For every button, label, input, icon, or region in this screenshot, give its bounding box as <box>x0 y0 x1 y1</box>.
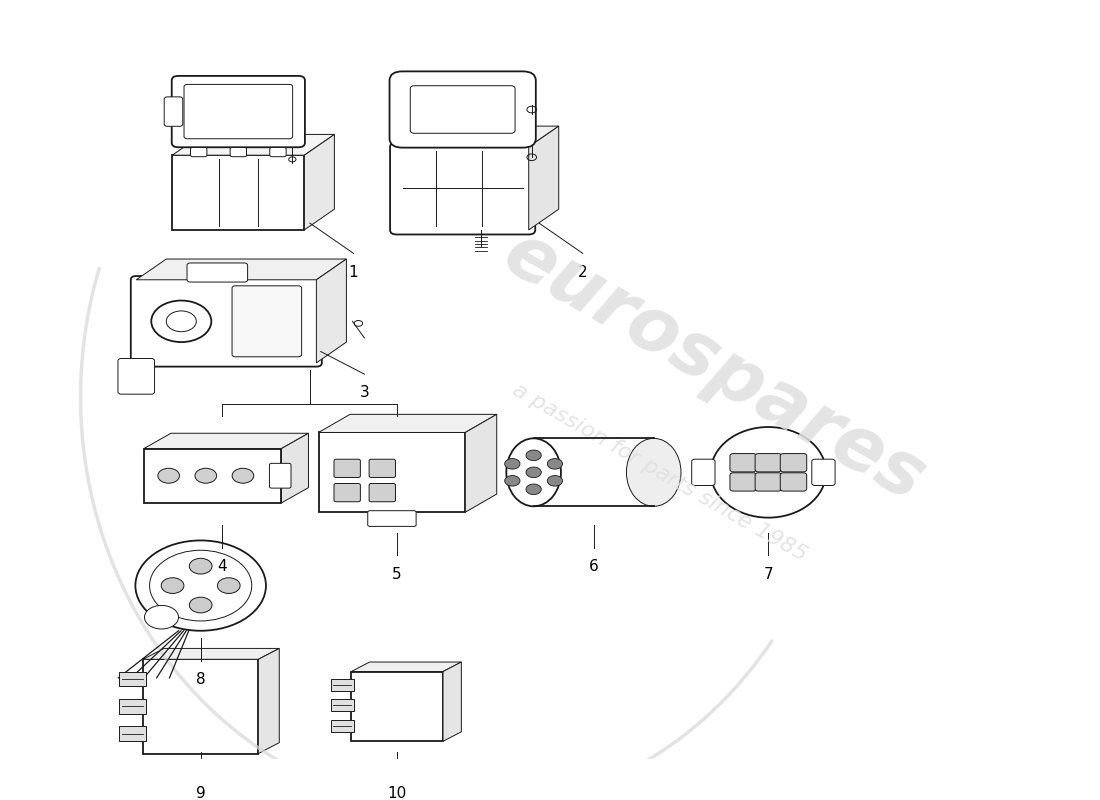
FancyBboxPatch shape <box>334 459 361 478</box>
Polygon shape <box>173 155 305 230</box>
FancyBboxPatch shape <box>131 276 322 366</box>
FancyBboxPatch shape <box>730 473 757 491</box>
Circle shape <box>135 541 266 630</box>
FancyBboxPatch shape <box>780 454 806 472</box>
Polygon shape <box>120 726 145 741</box>
Polygon shape <box>331 699 353 711</box>
Polygon shape <box>331 678 353 690</box>
Circle shape <box>548 475 562 486</box>
FancyBboxPatch shape <box>270 463 292 488</box>
Polygon shape <box>465 414 497 512</box>
FancyBboxPatch shape <box>164 97 183 126</box>
Ellipse shape <box>711 427 826 518</box>
FancyBboxPatch shape <box>232 286 301 357</box>
Text: a passion for parts since 1985: a passion for parts since 1985 <box>508 379 810 565</box>
Text: 7: 7 <box>763 566 773 582</box>
Text: 3: 3 <box>360 386 370 401</box>
Ellipse shape <box>626 438 681 506</box>
Circle shape <box>189 558 212 574</box>
Polygon shape <box>351 662 461 671</box>
Circle shape <box>232 468 254 483</box>
Text: 5: 5 <box>393 566 402 582</box>
Circle shape <box>526 467 541 478</box>
FancyBboxPatch shape <box>190 147 207 157</box>
FancyBboxPatch shape <box>230 147 246 157</box>
FancyBboxPatch shape <box>755 473 782 491</box>
FancyBboxPatch shape <box>172 76 305 147</box>
Text: 8: 8 <box>196 673 206 687</box>
Polygon shape <box>136 259 346 280</box>
Polygon shape <box>351 671 443 742</box>
Polygon shape <box>144 434 308 449</box>
FancyBboxPatch shape <box>410 86 515 134</box>
Circle shape <box>505 475 520 486</box>
Circle shape <box>162 578 184 594</box>
Circle shape <box>195 468 217 483</box>
Polygon shape <box>258 649 279 754</box>
FancyBboxPatch shape <box>390 142 536 234</box>
FancyBboxPatch shape <box>118 358 154 394</box>
Polygon shape <box>144 449 282 503</box>
Circle shape <box>505 458 520 469</box>
FancyBboxPatch shape <box>755 454 782 472</box>
Circle shape <box>526 484 541 494</box>
FancyBboxPatch shape <box>692 459 715 486</box>
Text: eurospares: eurospares <box>491 217 937 517</box>
FancyBboxPatch shape <box>730 454 757 472</box>
Polygon shape <box>305 134 334 230</box>
Text: 2: 2 <box>578 265 587 280</box>
Circle shape <box>526 450 541 461</box>
Text: 6: 6 <box>588 559 598 574</box>
Circle shape <box>189 597 212 613</box>
Text: 1: 1 <box>349 265 359 280</box>
Circle shape <box>144 606 178 629</box>
FancyBboxPatch shape <box>780 473 806 491</box>
Text: 4: 4 <box>218 559 228 574</box>
Polygon shape <box>173 134 334 155</box>
Polygon shape <box>317 259 346 363</box>
Polygon shape <box>143 649 279 659</box>
Circle shape <box>158 468 179 483</box>
Ellipse shape <box>506 438 561 506</box>
Polygon shape <box>282 434 308 503</box>
Polygon shape <box>443 662 461 742</box>
Polygon shape <box>331 720 353 732</box>
FancyBboxPatch shape <box>270 147 286 157</box>
FancyBboxPatch shape <box>370 459 396 478</box>
Polygon shape <box>120 672 145 686</box>
Polygon shape <box>143 659 258 754</box>
FancyBboxPatch shape <box>184 84 293 138</box>
Polygon shape <box>319 433 465 512</box>
FancyBboxPatch shape <box>389 71 536 148</box>
Polygon shape <box>120 699 145 714</box>
FancyBboxPatch shape <box>334 483 361 502</box>
Circle shape <box>218 578 240 594</box>
Polygon shape <box>319 414 497 433</box>
FancyBboxPatch shape <box>370 483 396 502</box>
Text: 9: 9 <box>196 786 206 800</box>
FancyBboxPatch shape <box>367 510 416 526</box>
FancyBboxPatch shape <box>812 459 835 486</box>
Text: 10: 10 <box>387 786 407 800</box>
Polygon shape <box>534 438 653 506</box>
Circle shape <box>548 458 562 469</box>
Polygon shape <box>529 126 559 230</box>
FancyBboxPatch shape <box>187 263 248 282</box>
Polygon shape <box>397 126 559 147</box>
